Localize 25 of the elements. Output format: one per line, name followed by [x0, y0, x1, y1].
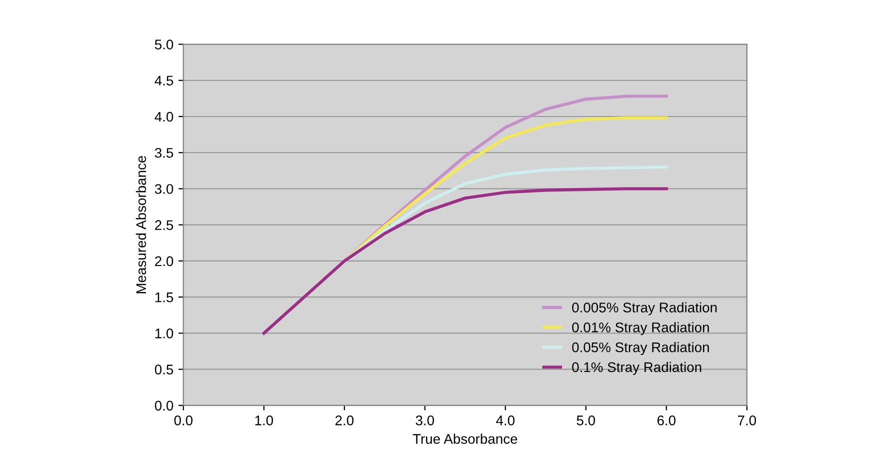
legend-label: 0.01% Stray Radiation — [572, 322, 709, 336]
y-tick-label: 5.0 — [154, 40, 174, 50]
y-tick-label: 4.5 — [154, 76, 174, 86]
x-tick-label: 4.0 — [496, 416, 515, 426]
legend-label: 0.005% Stray Radiation — [572, 302, 717, 316]
y-axis-title: Measured Absorbance — [136, 156, 146, 294]
x-tick-label: 1.0 — [255, 416, 274, 426]
y-tick-label: 3.5 — [154, 148, 174, 158]
y-tick-label: 1.5 — [155, 292, 174, 302]
x-tick-label: 7.0 — [738, 416, 756, 426]
y-tick-label: 4.0 — [154, 112, 174, 122]
x-tick-label: 6.0 — [657, 416, 676, 426]
y-tick-label: 0.5 — [154, 364, 174, 374]
y-tick-label: 2.5 — [155, 220, 174, 230]
legend-label: 0.05% Stray Radiation — [572, 342, 709, 355]
x-tick-label: 3.0 — [416, 416, 434, 426]
x-tick-label: 0.0 — [174, 416, 193, 426]
x-axis-title: True Absorbance — [412, 434, 518, 444]
legend-label: 0.1% Stray Radiation — [572, 362, 702, 375]
y-tick-label: 3.0 — [154, 184, 174, 194]
x-tick-label: 2.0 — [335, 416, 354, 426]
x-tick-label: 5.0 — [576, 416, 596, 426]
y-tick-label: 1.0 — [155, 328, 174, 338]
y-tick-label: 2.0 — [155, 256, 174, 266]
y-tick-label: 0.0 — [154, 400, 174, 411]
